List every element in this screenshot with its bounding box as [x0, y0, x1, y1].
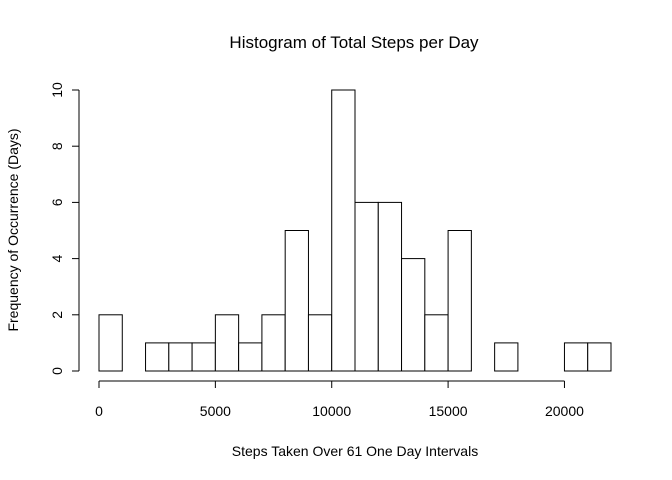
y-tick-label: 2 — [49, 311, 65, 319]
histogram-bar — [191, 342, 216, 372]
histogram-bar — [261, 314, 286, 372]
histogram-bar — [377, 201, 403, 372]
chart-title: Histogram of Total Steps per Day — [229, 33, 479, 52]
histogram-bar — [354, 201, 379, 372]
x-tick-label: 15000 — [429, 403, 468, 419]
y-tick-label: 8 — [49, 142, 65, 150]
y-tick-label: 10 — [49, 82, 65, 98]
x-tick-label: 0 — [95, 403, 103, 419]
x-axis: 0 5000 10000 15000 20000 — [95, 380, 584, 419]
x-axis-label: Steps Taken Over 61 One Day Intervals — [232, 443, 478, 459]
y-axis-label: Frequency of Occurrence (Days) — [5, 128, 21, 331]
x-tick-label: 5000 — [200, 403, 231, 419]
bars-group — [98, 89, 612, 372]
histogram-bar — [307, 314, 333, 372]
histogram-bar — [424, 314, 449, 372]
histogram-bar — [563, 342, 589, 372]
y-tick-label: 0 — [49, 367, 65, 375]
histogram-bar — [284, 230, 309, 372]
histogram-bar — [447, 230, 472, 372]
histogram-bar — [587, 342, 612, 372]
histogram-bar — [401, 258, 426, 372]
x-tick-label: 10000 — [312, 403, 351, 419]
histogram-bar — [214, 314, 240, 372]
histogram-bar — [145, 342, 170, 372]
y-tick-label: 6 — [49, 198, 65, 206]
histogram-bar — [331, 89, 356, 372]
histogram-bar — [168, 342, 193, 372]
histogram-bar — [98, 314, 123, 372]
x-tick-label: 20000 — [545, 403, 584, 419]
histogram-bar — [494, 342, 519, 372]
histogram-bar — [238, 342, 263, 372]
y-tick-label: 4 — [49, 254, 65, 262]
y-axis: 0 2 4 6 8 10 — [49, 82, 80, 375]
